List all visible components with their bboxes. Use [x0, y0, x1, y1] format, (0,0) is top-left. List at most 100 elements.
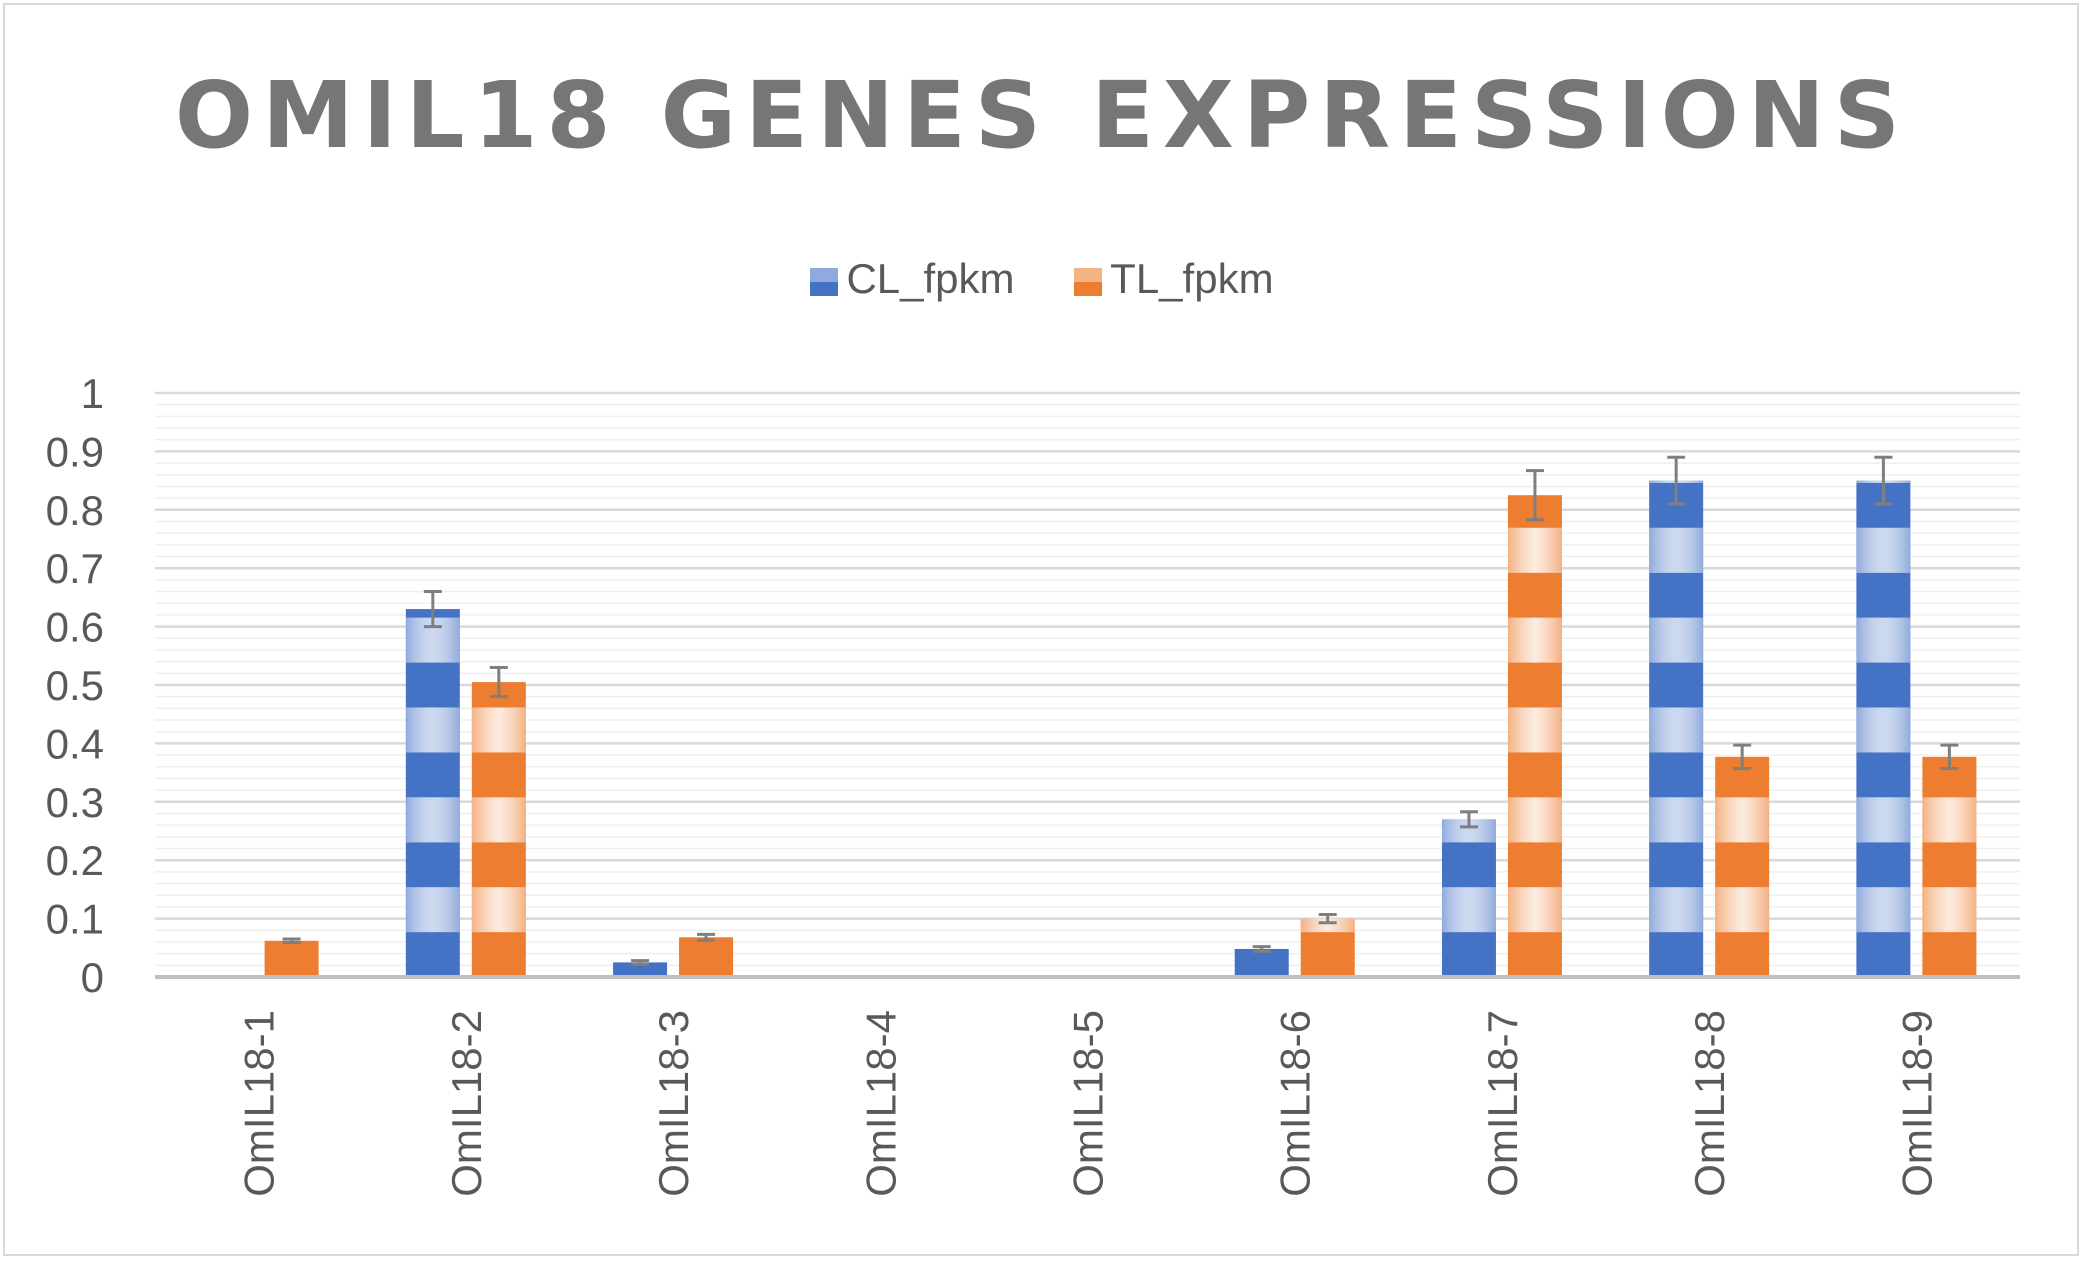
x-tick-label: OmIL18-9 — [1893, 1010, 1940, 1197]
bar-segment — [471, 707, 526, 753]
bar-segment — [405, 662, 460, 708]
error-bar — [489, 665, 508, 699]
axes: 0 0.1 0.2 0.3 0.4 0.5 0.6 0.7 0.8 0.9 1 OmIL18-1 OmI… — [46, 370, 2020, 1197]
error-bar — [282, 937, 301, 945]
y-tick-label: 0 — [81, 954, 104, 1001]
legend-item-tl: TL_fpkm — [1074, 254, 1274, 303]
bar-TL_fpkm-OmIL18-9 — [1922, 756, 1977, 977]
bar-segment — [679, 937, 734, 977]
gridlines — [155, 391, 2020, 967]
y-tick-label: 0.4 — [46, 720, 104, 767]
bar-segment — [1856, 527, 1911, 573]
y-tick-label: 0.3 — [46, 779, 104, 826]
bar-CL_fpkm-OmIL18-8 — [1649, 480, 1704, 977]
error-bar — [1525, 469, 1544, 522]
bar-TL_fpkm-OmIL18-6 — [1300, 918, 1355, 977]
legend-swatch-tl — [1074, 267, 1103, 296]
bar-segment — [1856, 932, 1911, 977]
x-tick-label: OmIL18-6 — [1272, 1010, 1319, 1197]
bar-segment — [1507, 752, 1562, 798]
bar-TL_fpkm-OmIL18-3 — [679, 937, 734, 977]
bar-segment — [405, 707, 460, 753]
chart-frame — [3, 3, 2079, 1256]
bar-segment — [1715, 932, 1770, 977]
y-tick-label: 0.9 — [46, 428, 104, 475]
bar-segment — [1441, 887, 1496, 933]
bar-segment — [405, 932, 460, 977]
bar-segment — [1715, 797, 1770, 843]
bar-segment — [1856, 617, 1911, 663]
error-bar — [1874, 455, 1893, 506]
y-tick-label: 0.7 — [46, 545, 104, 592]
bar-segment — [1715, 887, 1770, 933]
bar-segment — [471, 752, 526, 798]
bar-CL_fpkm-OmIL18-2 — [405, 609, 460, 977]
bar-TL_fpkm-OmIL18-2 — [471, 682, 526, 977]
y-tick-label: 0.5 — [46, 662, 104, 709]
x-tick-label: OmIL18-7 — [1479, 1010, 1526, 1197]
bar-segment — [1507, 797, 1562, 843]
bar-segment — [1649, 842, 1704, 888]
error-bar — [1667, 455, 1686, 506]
bar-segment — [1649, 752, 1704, 798]
error-bar — [697, 932, 716, 942]
bar-segment — [1649, 572, 1704, 618]
bar-segment — [1507, 707, 1562, 753]
bar-segment — [1507, 572, 1562, 618]
bar-segment — [1856, 797, 1911, 843]
error-bar — [1318, 913, 1337, 925]
bar-CL_fpkm-OmIL18-7 — [1441, 819, 1496, 977]
bar-CL_fpkm-OmIL18-9 — [1856, 480, 1911, 977]
bar-TL_fpkm-OmIL18-7 — [1507, 495, 1562, 977]
bar-segment — [613, 962, 668, 977]
error-bar — [1459, 810, 1478, 829]
bar-segment — [471, 842, 526, 888]
bar-segment — [1715, 842, 1770, 888]
legend: CL_fpkm TL_fpkm — [0, 252, 2084, 303]
x-tick-label: OmIL18-2 — [443, 1010, 490, 1197]
bar-segment — [1856, 842, 1911, 888]
bar-segment — [1507, 842, 1562, 888]
bar-segment — [1922, 797, 1977, 843]
bar-segment — [1922, 887, 1977, 933]
bar-segment — [1507, 662, 1562, 708]
bar-segment — [1441, 819, 1496, 843]
bar-segment — [405, 842, 460, 888]
bar-CL_fpkm-OmIL18-3 — [613, 962, 668, 977]
legend-label-cl: CL_fpkm — [846, 254, 1015, 302]
y-tick-label: 0.8 — [46, 487, 104, 534]
bar-segment — [1649, 662, 1704, 708]
y-tick-label: 1 — [81, 370, 104, 417]
bar-TL_fpkm-OmIL18-8 — [1715, 756, 1770, 977]
x-tick-label: OmIL18-1 — [236, 1010, 283, 1197]
y-tick-label: 0.2 — [46, 837, 104, 884]
bar-segment — [1922, 842, 1977, 888]
error-bar — [1733, 743, 1752, 771]
bar-segment — [1507, 617, 1562, 663]
bar-segment — [1856, 707, 1911, 753]
chart-title: OMIL18 GENES EXPRESSIONS — [174, 62, 1910, 169]
bar-segment — [1856, 662, 1911, 708]
bar-TL_fpkm-OmIL18-1 — [264, 940, 319, 977]
bar-segment — [1649, 797, 1704, 843]
bar-segment — [1649, 707, 1704, 753]
bar-segment — [1856, 887, 1911, 933]
bar-segment — [1234, 948, 1289, 977]
legend-swatch-cl — [810, 267, 839, 296]
y-tick-label: 0.6 — [46, 604, 104, 651]
bar-segment — [1441, 842, 1496, 888]
bar-segment — [264, 940, 319, 977]
bar-segment — [405, 752, 460, 798]
bar-segment — [1649, 887, 1704, 933]
bar-segment — [405, 887, 460, 933]
error-bar — [423, 590, 442, 629]
bar-segment — [1649, 527, 1704, 573]
bar-segment — [1300, 932, 1355, 977]
legend-label-tl: TL_fpkm — [1110, 254, 1274, 302]
error-bar — [631, 959, 650, 966]
bars — [264, 480, 1977, 977]
bar-segment — [1649, 617, 1704, 663]
bar-segment — [1507, 932, 1562, 977]
bar-segment — [1922, 932, 1977, 977]
